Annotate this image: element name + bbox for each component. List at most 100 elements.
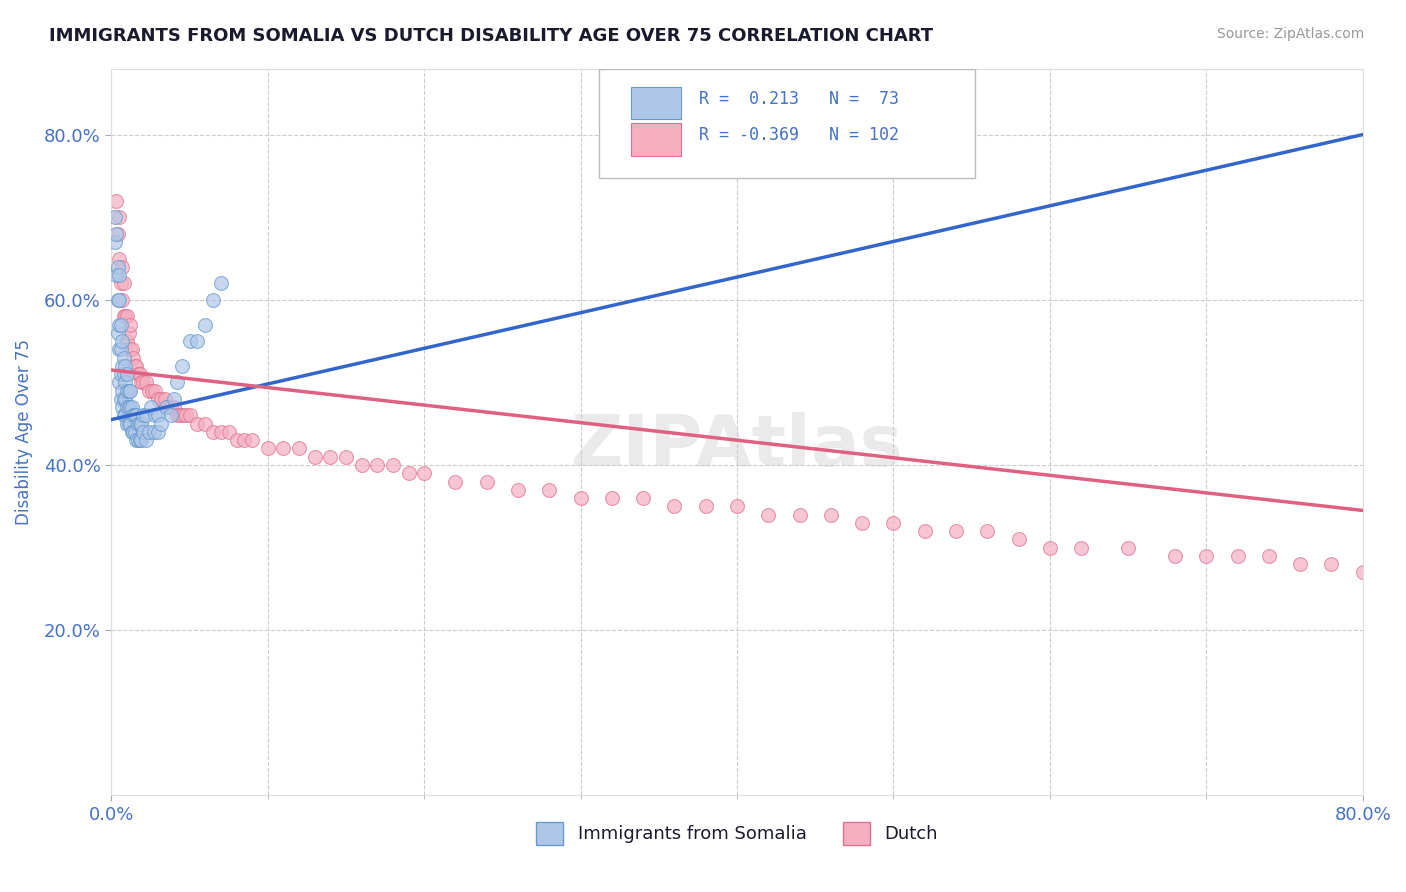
Point (600, 491, 623, 505)
Point (124, 359, 146, 373)
Point (225, 434, 247, 448)
Bar (631, 87, 681, 120)
Point (114, 409, 136, 423)
Point (142, 425, 165, 439)
Point (110, 392, 132, 406)
Point (160, 400, 183, 414)
Point (1164, 549, 1187, 563)
Point (789, 508, 811, 522)
Point (128, 367, 150, 381)
Point (725, 500, 748, 514)
Point (125, 409, 148, 423)
Point (1320, 557, 1343, 571)
Point (976, 524, 998, 538)
Point (170, 359, 193, 373)
Point (120, 417, 142, 431)
Point (114, 392, 136, 406)
Point (413, 467, 436, 481)
Point (111, 400, 134, 414)
Point (319, 450, 342, 464)
Point (150, 417, 173, 431)
Point (125, 359, 148, 373)
Point (120, 318, 142, 332)
Point (115, 367, 138, 381)
Point (945, 524, 967, 538)
Point (148, 392, 170, 406)
Point (107, 260, 129, 274)
Point (115, 417, 138, 431)
Point (112, 409, 135, 423)
Point (166, 376, 188, 390)
Point (110, 343, 132, 357)
Text: ZIPAtlas: ZIPAtlas (571, 412, 903, 481)
Point (194, 417, 217, 431)
Point (111, 334, 134, 348)
Point (111, 260, 134, 274)
Point (105, 194, 128, 208)
Point (335, 450, 357, 464)
Point (756, 508, 779, 522)
Point (1351, 566, 1374, 580)
Point (124, 409, 146, 423)
Point (111, 384, 134, 398)
Point (117, 400, 139, 414)
Point (160, 409, 183, 423)
Point (108, 343, 131, 357)
Point (172, 409, 194, 423)
Point (202, 425, 225, 439)
Point (138, 425, 160, 439)
Point (107, 293, 129, 307)
Point (506, 483, 529, 497)
Point (129, 417, 152, 431)
Point (121, 400, 143, 414)
Point (115, 334, 138, 348)
Point (138, 384, 160, 398)
Point (233, 434, 256, 448)
Point (169, 409, 191, 423)
Point (110, 277, 132, 291)
Point (166, 409, 188, 423)
Point (444, 475, 467, 489)
Point (569, 491, 592, 505)
Point (209, 425, 232, 439)
Point (1039, 541, 1062, 555)
Point (143, 409, 166, 423)
Text: Source: ZipAtlas.com: Source: ZipAtlas.com (1216, 27, 1364, 41)
Point (124, 425, 146, 439)
Point (111, 359, 134, 373)
Bar (631, 123, 681, 156)
Point (1116, 541, 1139, 555)
Point (882, 516, 904, 530)
FancyBboxPatch shape (599, 69, 974, 178)
Point (114, 359, 136, 373)
Point (914, 524, 936, 538)
Point (112, 351, 135, 365)
Point (122, 409, 145, 423)
Point (366, 458, 388, 472)
Point (163, 400, 186, 414)
Point (851, 516, 873, 530)
Point (105, 227, 128, 241)
Point (112, 392, 135, 406)
Point (103, 210, 125, 224)
Point (288, 442, 311, 456)
Point (1007, 533, 1029, 547)
Point (256, 442, 278, 456)
Point (108, 376, 131, 390)
Point (108, 210, 131, 224)
Point (112, 367, 135, 381)
Y-axis label: Disability Age Over 75: Disability Age Over 75 (15, 339, 32, 525)
Point (114, 310, 136, 324)
Point (105, 268, 128, 282)
Point (121, 425, 143, 439)
Point (115, 310, 138, 324)
Point (120, 343, 142, 357)
Point (631, 491, 654, 505)
Point (127, 367, 149, 381)
Point (125, 434, 148, 448)
Point (107, 326, 129, 340)
Point (155, 400, 177, 414)
Point (538, 483, 561, 497)
Point (820, 508, 842, 522)
Point (108, 318, 131, 332)
